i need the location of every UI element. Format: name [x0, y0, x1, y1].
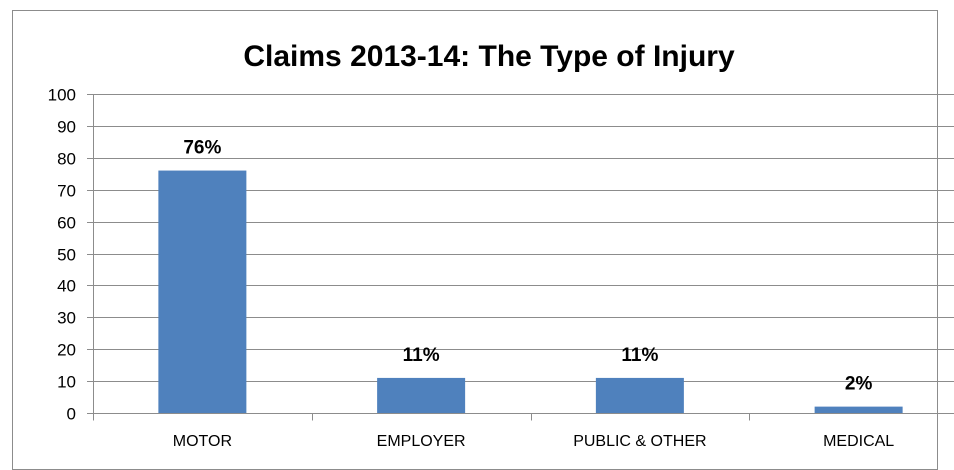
- y-tick-label: 30: [57, 309, 76, 328]
- y-tick-label: 70: [57, 182, 76, 201]
- bar-public-other: [595, 377, 684, 413]
- data-label: 11%: [621, 345, 658, 366]
- bars: [158, 170, 903, 413]
- data-label: 2%: [845, 374, 873, 395]
- category-label: MOTOR: [173, 433, 232, 450]
- bar-employer: [377, 377, 466, 413]
- category-label: MEDICAL: [823, 433, 894, 450]
- chart-title: Claims 2013-14: The Type of Injury: [243, 40, 735, 73]
- category-label: PUBLIC & OTHER: [573, 433, 706, 450]
- y-tick-label: 0: [67, 405, 76, 424]
- data-label: 11%: [403, 345, 440, 366]
- bar-medical: [814, 406, 903, 413]
- bar-chart: Claims 2013-14: The Type of Injury 0 10 20…: [48, 40, 954, 450]
- x-axis-category-labels: MOTOR EMPLOYER PUBLIC & OTHER MEDICAL: [173, 433, 895, 450]
- y-tick-label: 80: [57, 150, 76, 169]
- data-label: 76%: [183, 138, 221, 159]
- y-tick-label: 100: [48, 86, 76, 105]
- data-labels: 76% 11% 11% 2%: [183, 138, 872, 395]
- y-tick-label: 40: [57, 277, 76, 296]
- y-tick-label: 50: [57, 246, 76, 265]
- axes: [87, 94, 954, 421]
- y-tick-label: 20: [57, 341, 76, 360]
- y-axis-tick-labels: 0 10 20 30 40 50 60 70 80 90 100: [48, 86, 76, 424]
- category-label: EMPLOYER: [377, 433, 466, 450]
- y-tick-label: 60: [57, 214, 76, 233]
- bar-motor: [158, 170, 247, 413]
- y-tick-label: 10: [57, 373, 76, 392]
- y-tick-label: 90: [57, 118, 76, 137]
